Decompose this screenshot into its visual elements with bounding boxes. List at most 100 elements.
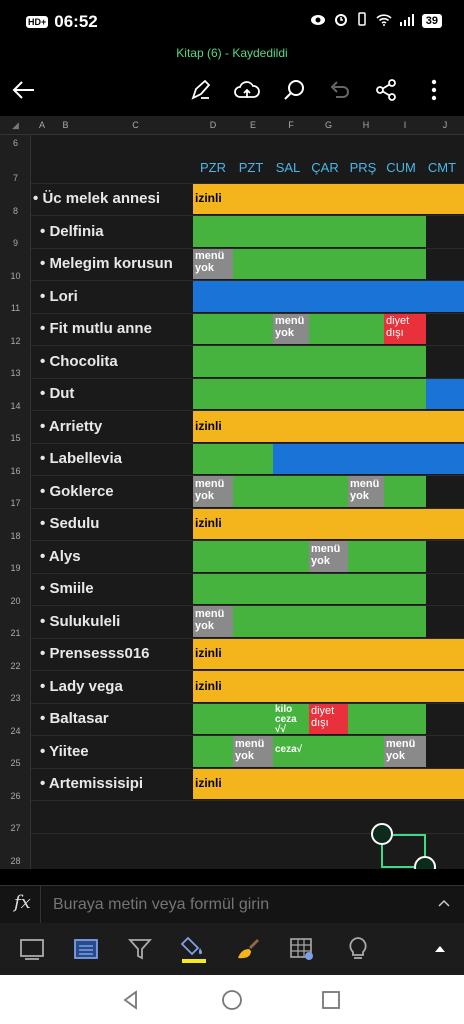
member-name[interactable]: • Delfinia <box>40 223 104 240</box>
menu-yok-cell[interactable]: menü yok <box>309 541 348 572</box>
ceza-cell[interactable]: ceza√ <box>275 744 303 755</box>
selection-handle-top-left[interactable] <box>371 823 393 845</box>
status-bar-cell[interactable] <box>193 281 464 312</box>
member-name[interactable]: • Labellevia <box>40 450 122 467</box>
column-header[interactable]: E <box>249 120 256 130</box>
menu-yok-cell[interactable]: menü yok <box>193 248 233 279</box>
menu-yok-cell[interactable]: menü yok <box>384 736 426 767</box>
home-nav-icon[interactable] <box>221 989 243 1011</box>
status-bar-cell[interactable]: izinli <box>193 671 464 702</box>
row-header[interactable]: 21 <box>10 628 21 638</box>
formula-input[interactable] <box>40 886 420 924</box>
insert-table-icon[interactable] <box>284 931 320 967</box>
member-name[interactable]: • Dut <box>40 385 75 402</box>
selection-handle-bottom-right[interactable] <box>414 856 436 869</box>
expand-up-icon[interactable] <box>422 931 458 967</box>
more-icon[interactable] <box>418 74 450 106</box>
spreadsheet-grid[interactable]: ◢ A B C D E F G H I J 6 7 8 9 10 11 12 1… <box>0 116 464 869</box>
back-nav-icon[interactable] <box>120 989 142 1011</box>
row-header[interactable]: 9 <box>12 238 18 248</box>
member-name[interactable]: • Chocolita <box>40 353 118 370</box>
member-name[interactable]: • Goklerce <box>40 483 114 500</box>
status-bar-cell[interactable] <box>193 378 426 409</box>
row-header[interactable]: 22 <box>10 661 21 671</box>
row-header[interactable]: 27 <box>10 823 21 833</box>
blue-cell[interactable] <box>426 378 464 409</box>
member-name[interactable]: • Lori <box>40 288 78 305</box>
member-name[interactable]: • Lady vega <box>40 678 123 695</box>
status-bar-cell[interactable]: izinli <box>193 183 464 214</box>
column-header[interactable]: A <box>38 120 45 130</box>
menu-yok-cell[interactable]: menü yok <box>193 476 233 507</box>
row-header[interactable]: 14 <box>10 401 21 411</box>
menu-yok-cell[interactable]: menü yok <box>348 476 384 507</box>
row-header[interactable]: 23 <box>10 693 21 703</box>
member-name[interactable]: • Artemissisipi <box>40 775 144 792</box>
undo-icon[interactable] <box>324 74 356 106</box>
status-bar-cell[interactable] <box>193 443 273 474</box>
column-header[interactable]: F <box>288 120 294 130</box>
column-header[interactable]: D <box>209 120 217 130</box>
member-name[interactable]: • Prensesss016 <box>40 645 150 662</box>
column-header[interactable]: I <box>403 120 407 130</box>
slide-view-icon[interactable] <box>14 931 50 967</box>
member-name[interactable]: • Baltasar <box>40 710 109 727</box>
diyet-disi-cell[interactable]: diyet dışı <box>384 313 426 344</box>
member-name[interactable]: • Melegim korusun <box>40 255 173 272</box>
fill-color-icon[interactable] <box>176 931 212 967</box>
member-name[interactable]: • Fit mutlu anne <box>40 320 152 337</box>
status-bar-cell[interactable] <box>193 216 426 247</box>
cloud-upload-icon[interactable] <box>231 74 263 106</box>
row-header[interactable]: 12 <box>10 336 21 346</box>
status-bar-cell[interactable] <box>193 346 426 377</box>
row-header[interactable]: 15 <box>10 433 21 443</box>
column-header[interactable]: H <box>362 120 370 130</box>
card-view-icon[interactable] <box>68 931 104 967</box>
member-name[interactable]: • Yiitee <box>40 743 89 760</box>
member-name[interactable]: • Üc melek annesi <box>33 190 160 207</box>
row-header[interactable]: 8 <box>12 206 18 216</box>
row-header[interactable]: 18 <box>10 531 21 541</box>
status-bar-cell[interactable]: izinli <box>193 768 464 799</box>
member-name[interactable]: • Alys <box>40 548 81 565</box>
column-header[interactable]: J <box>442 120 448 130</box>
diyet-disi-cell[interactable]: diyet dışı <box>309 703 348 734</box>
format-brush-icon[interactable] <box>230 931 266 967</box>
status-bar-cell[interactable]: izinli <box>193 508 464 539</box>
row-header[interactable]: 17 <box>10 498 21 508</box>
column-header[interactable]: B <box>62 120 69 130</box>
recents-nav-icon[interactable] <box>320 989 342 1011</box>
chevron-up-icon[interactable] <box>438 894 450 910</box>
lightbulb-icon[interactable] <box>340 931 376 967</box>
column-header[interactable]: C <box>132 120 139 130</box>
menu-yok-cell[interactable]: menü yok <box>273 313 309 344</box>
column-header[interactable]: G <box>324 120 332 130</box>
row-header[interactable]: 6 <box>12 138 18 148</box>
member-name[interactable]: • Sedulu <box>40 515 100 532</box>
menu-yok-cell[interactable]: menü yok <box>233 736 273 767</box>
share-icon[interactable] <box>370 74 402 106</box>
member-name[interactable]: • Smiile <box>40 580 94 597</box>
row-header[interactable]: 13 <box>10 368 21 378</box>
row-header[interactable]: 11 <box>10 303 21 313</box>
row-header[interactable]: 16 <box>10 466 21 476</box>
row-header[interactable]: 7 <box>12 173 18 183</box>
select-all-corner[interactable]: ◢ <box>12 120 19 130</box>
status-bar-cell[interactable]: izinli <box>193 638 464 669</box>
row-header[interactable]: 20 <box>10 596 21 606</box>
menu-yok-cell[interactable]: menü yok <box>193 606 233 637</box>
row-header[interactable]: 24 <box>10 726 21 736</box>
status-bar-cell[interactable]: izinli <box>193 411 464 442</box>
blue-cell[interactable] <box>273 443 464 474</box>
pen-icon[interactable] <box>185 74 217 106</box>
row-header[interactable]: 10 <box>10 271 21 281</box>
search-icon[interactable] <box>278 74 310 106</box>
row-header[interactable]: 28 <box>10 856 21 866</box>
back-arrow-icon[interactable] <box>8 74 40 106</box>
row-header[interactable]: 19 <box>10 563 21 573</box>
row-header[interactable]: 26 <box>10 791 21 801</box>
status-bar-cell[interactable] <box>193 573 426 604</box>
row-header[interactable]: 25 <box>10 758 21 768</box>
member-name[interactable]: • Arrietty <box>40 418 103 435</box>
member-name[interactable]: • Sulukuleli <box>40 613 121 630</box>
